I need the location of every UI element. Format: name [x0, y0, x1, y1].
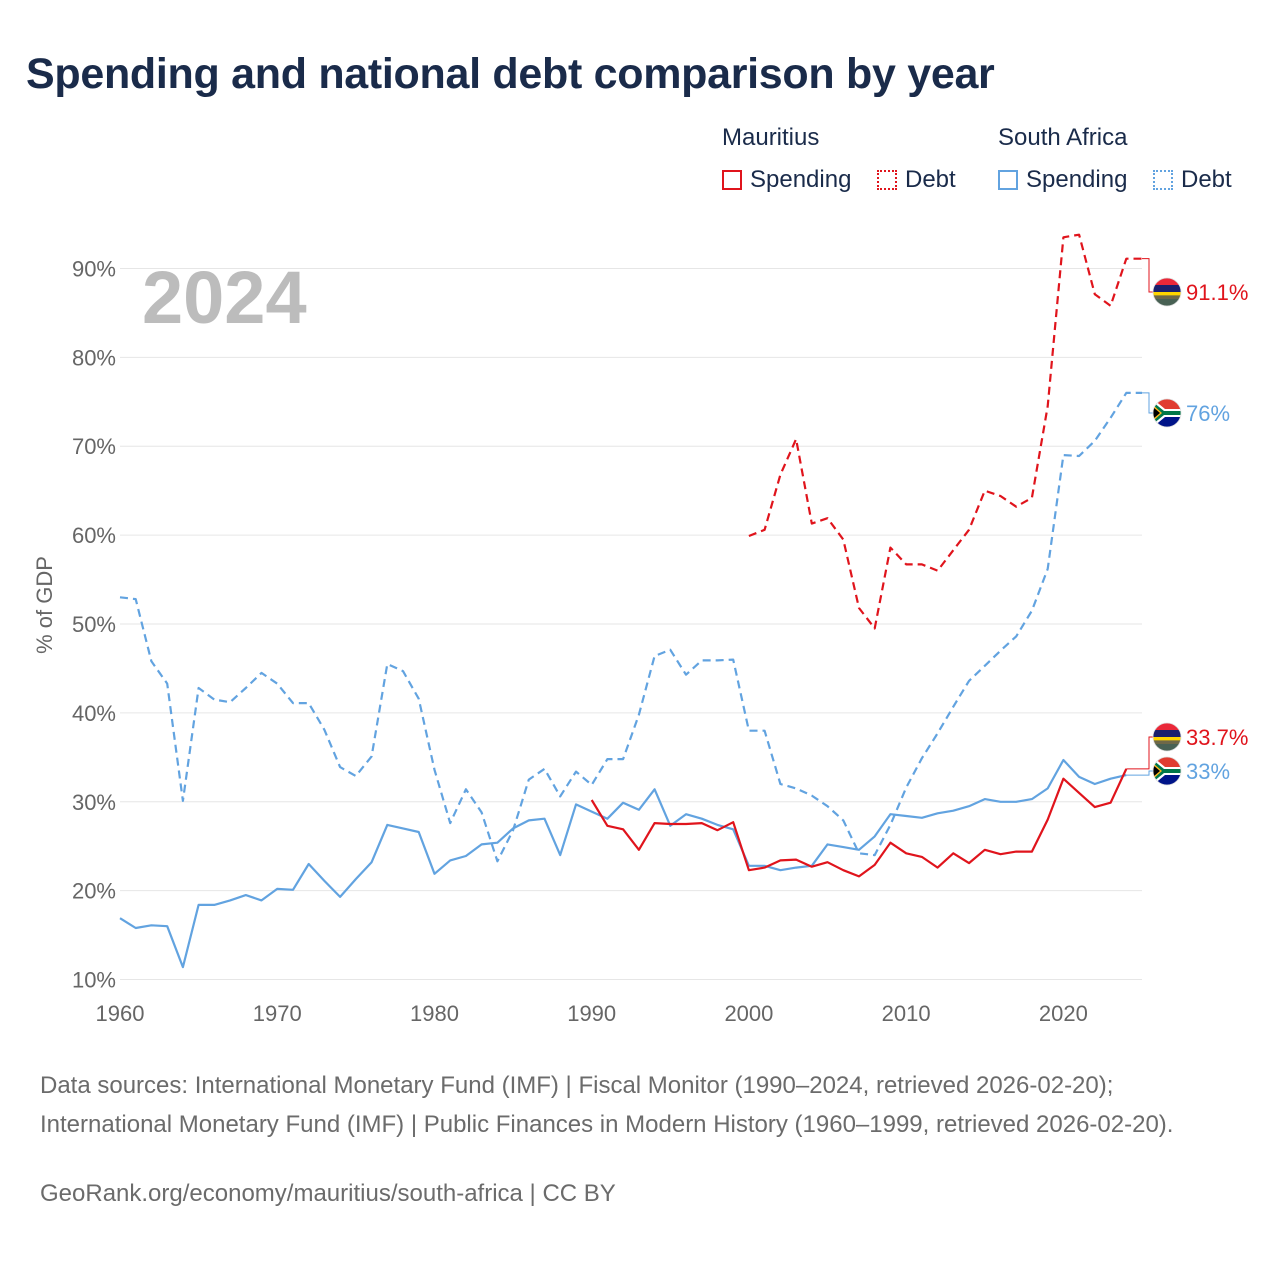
y-tick-label: 30% — [72, 790, 116, 815]
year-watermark: 2024 — [142, 256, 307, 339]
legend-label: Debt — [905, 166, 956, 193]
end-label-connector — [1142, 258, 1153, 293]
line-chart: 2024 10% 20% 30% 40% 50% 60% 70% 80% 90% 1960 197… — [32, 233, 1248, 1026]
end-label-sa-spending: 33% — [1186, 759, 1230, 784]
series-line-sa-debt — [119, 391, 1142, 863]
x-tick-label: 2010 — [882, 1001, 931, 1026]
south-africa-flag — [1152, 398, 1182, 428]
x-tick-label: 1990 — [567, 1001, 616, 1026]
end-value-labels: 91.1% 76% 33.7% 33% — [1186, 280, 1248, 784]
y-tick-label: 10% — [72, 968, 116, 993]
series-line-mu-spending — [590, 768, 1128, 878]
series-line-sa-spending — [119, 758, 1127, 969]
y-axis-ticks: 10% 20% 30% 40% 50% 60% 70% 80% 90% — [72, 256, 116, 992]
legend-label: Debt — [1181, 166, 1232, 193]
legend-mauritius-debt[interactable]: Debt — [877, 166, 956, 194]
end-label-connector — [1126, 736, 1153, 770]
end-flags — [1152, 277, 1182, 786]
legend-south-africa-title: South Africa — [998, 124, 1128, 151]
gridlines — [120, 267, 1142, 981]
mauritius-debt-swatch — [877, 170, 897, 190]
end-label-mu-debt: 91.1% — [1186, 280, 1248, 305]
legend-south-africa-debt[interactable]: Debt — [1153, 166, 1232, 194]
y-tick-label: 50% — [72, 612, 116, 637]
y-tick-label: 70% — [72, 434, 116, 459]
credit-link[interactable]: GeoRank.org/economy/mauritius/south-afri… — [40, 1180, 616, 1207]
end-label-connector — [1126, 770, 1153, 776]
south-africa-flag — [1152, 756, 1182, 786]
legend-south-africa-spending[interactable]: Spending — [998, 166, 1127, 194]
mauritius-flag — [1152, 277, 1182, 307]
y-axis-label: % of GDP — [32, 556, 57, 654]
x-tick-label: 1980 — [410, 1001, 459, 1026]
legend-label: Spending — [1026, 166, 1128, 193]
end-label-sa-debt: 76% — [1186, 401, 1230, 426]
south-africa-debt-swatch — [1153, 170, 1173, 190]
x-tick-label: 1960 — [96, 1001, 145, 1026]
legend-mauritius-title: Mauritius — [722, 124, 820, 151]
end-label-mu-spending: 33.7% — [1186, 725, 1248, 750]
x-tick-label: 1970 — [253, 1001, 302, 1026]
legend-mauritius-spending[interactable]: Spending — [722, 166, 851, 194]
chart-title: Spending and national debt comparison by… — [26, 50, 995, 98]
mauritius-flag — [1152, 722, 1182, 752]
data-sources: Data sources: International Monetary Fun… — [40, 1072, 1174, 1138]
y-tick-label: 90% — [72, 256, 116, 281]
y-tick-label: 40% — [72, 701, 116, 726]
series-lines — [119, 233, 1142, 969]
end-label-connectors — [1126, 258, 1153, 776]
y-tick-label: 20% — [72, 879, 116, 904]
x-tick-label: 2020 — [1039, 1001, 1088, 1026]
series-line-mu-debt — [748, 233, 1142, 630]
x-axis-ticks: 1960 1970 1980 1990 2000 2010 2020 — [96, 1001, 1088, 1026]
mauritius-spending-swatch — [722, 170, 742, 190]
south-africa-spending-swatch — [998, 170, 1018, 190]
y-tick-label: 80% — [72, 345, 116, 370]
legend-label: Spending — [750, 166, 852, 193]
x-tick-label: 2000 — [724, 1001, 773, 1026]
y-tick-label: 60% — [72, 523, 116, 548]
end-label-connector — [1142, 392, 1153, 414]
